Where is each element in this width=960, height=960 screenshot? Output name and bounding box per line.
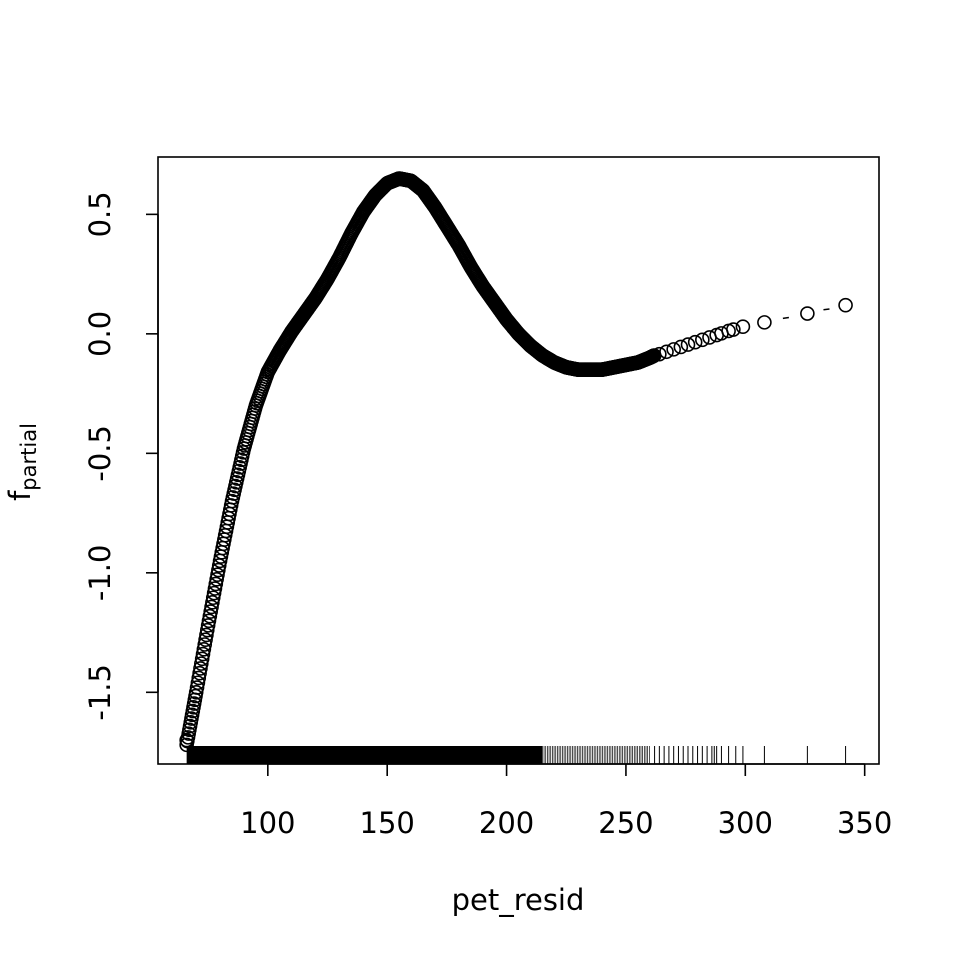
data-point: [757, 315, 772, 330]
data-point: [190, 675, 206, 691]
data-point: [179, 732, 194, 748]
y-axis-title-group: fpartial: [3, 423, 41, 501]
y-axis-title-subscript: partial: [17, 423, 41, 491]
curve-segment: [823, 308, 830, 311]
data-point: [687, 334, 703, 350]
data-point: [199, 627, 214, 643]
data-point: [652, 346, 667, 362]
data-point: [666, 342, 681, 357]
data-point: [195, 646, 211, 662]
data-point: [659, 344, 674, 360]
data-point: [680, 337, 696, 352]
data-point: [193, 661, 208, 676]
rug-marks: [186, 746, 847, 764]
x-tick-label: 200: [479, 806, 534, 840]
data-points: [179, 171, 853, 753]
y-tick-label: -0.5: [83, 425, 117, 482]
curve-segment: [782, 316, 789, 320]
y-axis-title-main: f: [3, 490, 37, 501]
y-tick-label: -1.5: [83, 664, 117, 721]
data-point: [695, 332, 710, 348]
data-point: [199, 622, 215, 638]
y-axis: -1.5 -1.0 -0.5 0.0 0.5: [83, 191, 159, 721]
x-tick-label: 150: [360, 806, 415, 840]
data-point: [194, 651, 210, 667]
x-axis-title: pet_resid: [452, 883, 585, 917]
data-point: [838, 297, 853, 313]
data-point: [673, 339, 689, 355]
data-point: [198, 632, 213, 648]
y-tick-label: 0.5: [83, 191, 117, 237]
data-point: [188, 685, 204, 700]
x-tick-label: 100: [240, 806, 295, 840]
y-axis-title: fpartial: [3, 423, 41, 501]
data-point: [189, 680, 205, 695]
rug-dense-block: [186, 746, 543, 764]
data-point: [192, 665, 207, 681]
data-point: [726, 322, 741, 337]
data-point: [191, 670, 207, 686]
y-tick-label: -1.0: [83, 545, 117, 602]
data-point: [800, 306, 815, 321]
data-point: [194, 656, 209, 671]
x-axis: 100 150 200 250 300 350: [240, 763, 892, 840]
x-tick-label: 350: [837, 806, 892, 840]
data-point: [735, 319, 751, 334]
data-point: [197, 637, 213, 652]
y-tick-label: 0.0: [83, 311, 117, 357]
x-tick-label: 300: [718, 806, 773, 840]
x-tick-label: 250: [598, 806, 653, 840]
data-point: [196, 641, 212, 657]
